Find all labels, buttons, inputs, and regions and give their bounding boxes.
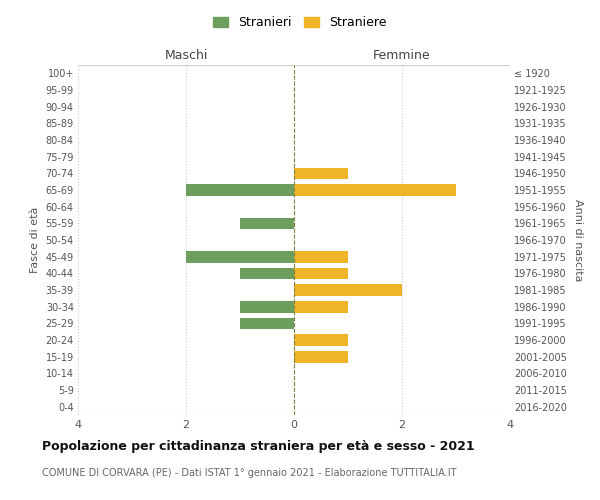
Bar <box>240 301 294 312</box>
Y-axis label: Anni di nascita: Anni di nascita <box>572 198 583 281</box>
Bar <box>294 301 348 312</box>
Bar <box>294 351 348 362</box>
Bar <box>186 251 294 262</box>
Bar <box>294 334 348 346</box>
Bar <box>294 251 348 262</box>
Bar <box>294 184 456 196</box>
Bar <box>294 268 348 279</box>
Legend: Stranieri, Straniere: Stranieri, Straniere <box>208 11 392 34</box>
Text: Maschi: Maschi <box>164 48 208 62</box>
Bar <box>240 268 294 279</box>
Text: COMUNE DI CORVARA (PE) - Dati ISTAT 1° gennaio 2021 - Elaborazione TUTTITALIA.IT: COMUNE DI CORVARA (PE) - Dati ISTAT 1° g… <box>42 468 457 477</box>
Bar <box>294 284 402 296</box>
Text: Popolazione per cittadinanza straniera per età e sesso - 2021: Popolazione per cittadinanza straniera p… <box>42 440 475 453</box>
Y-axis label: Fasce di età: Fasce di età <box>30 207 40 273</box>
Bar <box>240 318 294 329</box>
Text: Femmine: Femmine <box>373 48 431 62</box>
Bar <box>294 168 348 179</box>
Bar <box>186 184 294 196</box>
Bar <box>240 218 294 229</box>
